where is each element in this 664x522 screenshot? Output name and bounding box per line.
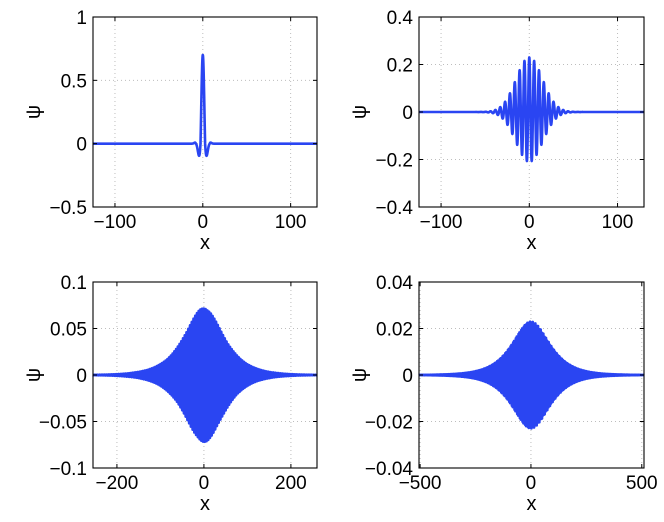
top-right-ylabel: ψ <box>349 105 371 119</box>
top-right-ytick-label-4: 0.4 <box>387 8 414 29</box>
bottom-right-xlabel: x <box>527 493 537 515</box>
top-left-axes-frame <box>92 16 318 208</box>
bottom-left-ytick-label-1: −0.05 <box>39 413 87 434</box>
top-left-ytick-label-0: −0.5 <box>49 198 87 219</box>
top-left-ytick-label-2: 0.5 <box>61 71 87 92</box>
panel-bottom-right: −500 0 500 −0.04 −0.02 0 0.02 0.04 x ψ <box>349 273 658 515</box>
bottom-left-ytick-label-4: 0.1 <box>61 273 87 294</box>
top-right-ytick-label-0: −0.4 <box>375 198 413 219</box>
bottom-left-ytick-label-2: 0 <box>76 366 87 387</box>
bottom-right-ylabel: ψ <box>349 368 371 382</box>
top-right-xtick-label-0: −100 <box>420 212 463 233</box>
bottom-right-xtick-label-1: 0 <box>526 473 537 494</box>
bottom-right-series-line <box>417 320 646 430</box>
bottom-right-xtick-label-0: −500 <box>399 473 442 494</box>
top-right-xtick-label-1: 0 <box>524 212 535 233</box>
panel-bottom-left: −200 0 200 −0.1 −0.05 0 0.05 0.1 x ψ <box>23 273 319 515</box>
bottom-right-ytick-label-3: 0.02 <box>376 320 413 341</box>
bottom-right-ytick-label-0: −0.04 <box>365 459 414 480</box>
top-right-xtick-label-2: 100 <box>602 212 634 233</box>
top-left-xtick-label-1: 0 <box>198 212 209 233</box>
top-left-ytick-label-1: 0 <box>76 135 87 156</box>
bottom-left-xtick-label-0: −200 <box>96 473 139 494</box>
top-left-xtick-label-0: −100 <box>94 212 137 233</box>
top-left-series-line <box>91 53 319 158</box>
bottom-left-ylabel: ψ <box>23 368 45 382</box>
bottom-left-ytick-label-3: 0.05 <box>50 320 87 341</box>
bottom-right-ytick-label-4: 0.04 <box>376 273 413 294</box>
bottom-right-ytick-label-2: 0 <box>402 366 413 387</box>
top-left-xtick-label-2: 100 <box>275 212 307 233</box>
top-right-series-line <box>417 56 646 163</box>
top-right-ytick-label-1: −0.2 <box>375 151 413 172</box>
bottom-left-xtick-label-2: 200 <box>275 473 307 494</box>
bottom-right-ytick-label-1: −0.02 <box>365 413 413 434</box>
top-left-ytick-label-3: 1 <box>76 8 87 29</box>
bottom-left-xlabel: x <box>200 493 210 515</box>
bottom-left-series-line <box>91 307 319 444</box>
bottom-left-ytick-label-0: −0.1 <box>49 459 87 480</box>
top-left-ylabel: ψ <box>23 105 45 119</box>
top-right-ytick-label-3: 0.2 <box>387 56 413 77</box>
top-left-xlabel: x <box>200 232 210 254</box>
top-right-ytick-label-2: 0 <box>402 103 413 124</box>
bottom-left-xtick-label-1: 0 <box>199 473 210 494</box>
panel-top-left: −100 0 100 −0.5 0 0.5 1 x ψ <box>23 8 319 254</box>
bottom-right-xtick-label-2: 500 <box>626 473 658 494</box>
panel-top-right: −100 0 100 −0.4 −0.2 0 0.2 0.4 x ψ <box>349 8 646 254</box>
top-right-xlabel: x <box>527 232 537 254</box>
